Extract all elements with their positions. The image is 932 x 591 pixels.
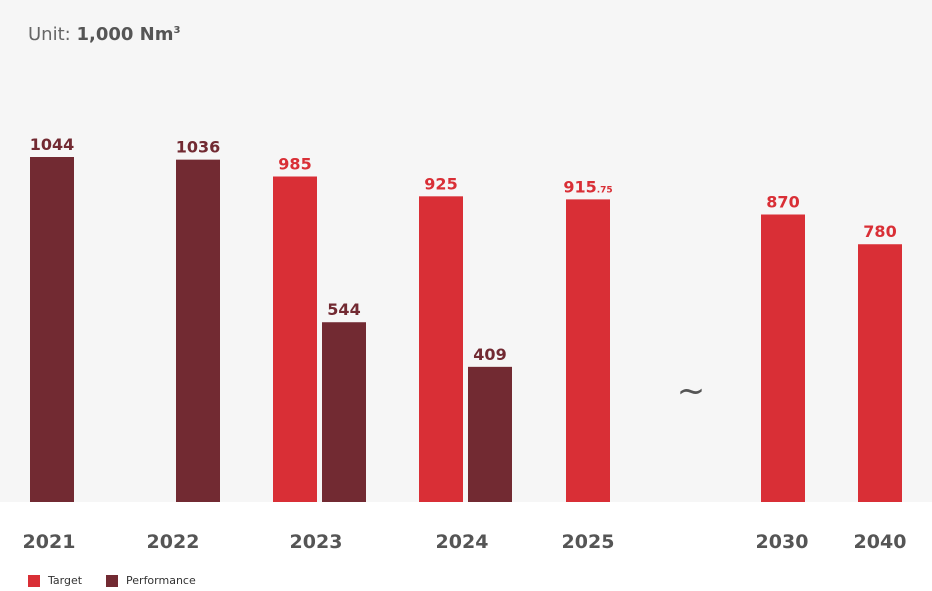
bar-target-2025 [566, 199, 610, 502]
data-label-performance-2022: 1036 [176, 138, 221, 157]
unit-value: 1,000 Nm3 [76, 24, 181, 45]
data-label-performance-2024: 409 [473, 345, 506, 364]
bar-performance-2022 [176, 159, 220, 502]
tick-label-2021: 2021 [23, 531, 76, 553]
data-label-performance-2021: 1044 [30, 135, 75, 154]
data-label-target-2024: 925 [424, 174, 457, 193]
legend-label-performance: Performance [126, 574, 196, 587]
unit-superscript: 3 [173, 25, 181, 36]
tick-label-2040: 2040 [854, 531, 907, 553]
tick-label-2024: 2024 [436, 531, 489, 553]
tick-label-2023: 2023 [290, 531, 343, 553]
legend-swatch-performance [106, 574, 119, 587]
bar-target-2024 [419, 196, 463, 502]
unit-label: Unit: 1,000 Nm3 [28, 24, 180, 45]
legend-item-performance: Performance [106, 574, 196, 587]
axis-break-symbol: ~ [677, 371, 706, 411]
tick-label-2025: 2025 [562, 531, 615, 553]
tick-label-2022: 2022 [147, 531, 200, 553]
chart-legend: Target Performance [28, 574, 220, 587]
unit-prefix: Unit: [28, 24, 71, 45]
data-label-target-2040: 780 [863, 222, 896, 241]
legend-label-target: Target [48, 574, 83, 587]
tick-label-2030: 2030 [756, 531, 809, 553]
bar-performance-2024 [468, 366, 512, 502]
data-label-performance-2023: 544 [327, 300, 360, 319]
bar-target-2023 [273, 176, 317, 502]
bar-target-2030 [761, 214, 805, 502]
legend-item-target: Target [28, 574, 82, 587]
bar-performance-2021 [30, 157, 74, 502]
legend-swatch-target [28, 574, 40, 587]
data-label-target-2030: 870 [766, 193, 799, 212]
data-label-target-2023: 985 [278, 154, 311, 173]
data-label-target-2025: 915.75 [563, 177, 612, 196]
bar-target-2040 [858, 244, 902, 502]
bar-performance-2023 [322, 322, 366, 502]
